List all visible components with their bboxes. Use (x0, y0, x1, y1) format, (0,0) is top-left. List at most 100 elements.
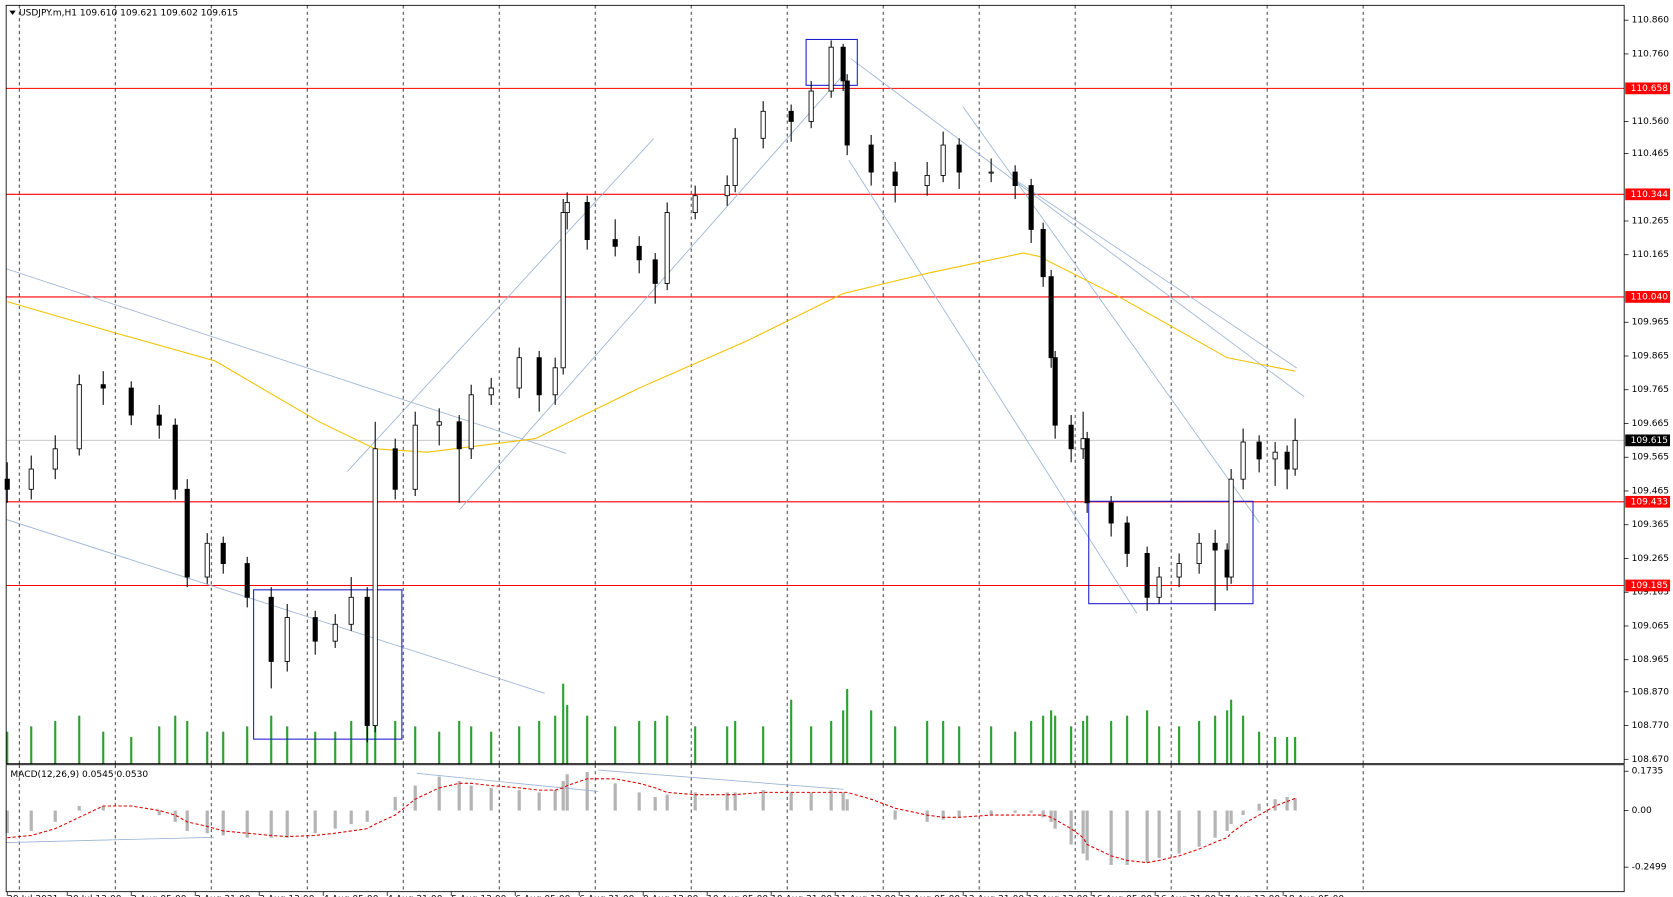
y-tick-label: 109.065 (1632, 621, 1669, 631)
candle-body (268, 596, 274, 662)
symbol-header: USDJPY.m,H1 109.610 109.621 109.602 109.… (19, 8, 238, 18)
volume-bar (958, 726, 961, 764)
macd-bar (1213, 810, 1217, 838)
volume-bar (654, 721, 657, 764)
macd-bar (665, 794, 669, 811)
volume-bar (350, 721, 353, 764)
volume-bar (586, 715, 589, 764)
macd-label: MACD(12,26,9) 0.0545 0.0530 (10, 770, 148, 780)
volume-bar (638, 721, 641, 764)
macd-bar (365, 810, 369, 822)
macd-bar (637, 792, 641, 811)
macd-bar (1145, 810, 1149, 863)
level-tag (1625, 291, 1671, 303)
macd-bar (809, 792, 813, 811)
volume-bar (30, 726, 33, 764)
macd-y-tick-label: -0.2499 (1632, 863, 1667, 873)
macd-bar (77, 805, 81, 811)
menu-arrow[interactable] (9, 10, 16, 15)
macd-bar (245, 810, 249, 838)
macd-bar (893, 810, 897, 820)
macd-bar (1085, 810, 1089, 861)
candle-body (844, 80, 850, 146)
y-tick-label: 110.860 (1632, 16, 1670, 26)
volume-bar (870, 710, 873, 764)
y-tick-label: 109.665 (1632, 419, 1669, 429)
macd-bar (1229, 810, 1233, 825)
trend-line (347, 138, 654, 472)
candle-body (1284, 451, 1290, 470)
volume-bar (470, 726, 473, 764)
macd-bar (1041, 810, 1045, 818)
candle-body (392, 448, 398, 490)
x-tick-label: 17 Aug 13:00 (1219, 895, 1280, 897)
trend-line (459, 74, 844, 511)
macd-y-tick-label: 0.1735 (1632, 767, 1664, 777)
x-tick-label: 6 Aug 05:00 (515, 895, 570, 897)
macd-bar (1157, 810, 1161, 859)
x-tick-label: 6 Aug 21:00 (579, 895, 634, 897)
candle-body (840, 46, 846, 82)
y-tick-label: 110.165 (1632, 250, 1669, 260)
macd-bar (693, 792, 697, 811)
range-box (253, 589, 403, 740)
volume-bar (458, 721, 461, 764)
y-tick-label: 109.565 (1632, 453, 1669, 463)
candle-body (1012, 171, 1018, 186)
y-tick-label: 109.765 (1632, 385, 1669, 395)
volume-bar (186, 721, 189, 764)
volume-bar (130, 737, 133, 764)
candle-body (284, 617, 290, 662)
y-tick-label: 108.670 (1632, 755, 1670, 765)
y-tick-label: 110.265 (1632, 216, 1669, 226)
macd-bar (285, 810, 289, 838)
candle-body (172, 424, 178, 490)
candle-body (1240, 441, 1246, 480)
candle-body (1256, 441, 1262, 460)
y-tick-label: 109.865 (1632, 351, 1669, 361)
candle-body (468, 394, 474, 450)
candle-body (940, 144, 946, 176)
level-label: 109.185 (1631, 581, 1668, 591)
volume-bar (1198, 721, 1201, 764)
candle-body (636, 245, 642, 261)
candle-body (1292, 439, 1298, 470)
y-tick-label: 109.165 (1632, 588, 1669, 598)
candle-body (348, 596, 354, 625)
trend-line (962, 106, 1260, 523)
y-tick-label: 109.965 (1632, 318, 1669, 328)
macd-bar (157, 810, 161, 816)
y-tick-label: 108.770 (1632, 721, 1670, 731)
x-tick-label: 12 Aug 21:00 (963, 895, 1024, 897)
x-tick-label: 13 Aug 13:00 (1027, 895, 1088, 897)
volume-bar (1178, 726, 1181, 764)
macd-bar (457, 781, 461, 811)
volume-bar (1110, 721, 1113, 764)
candle-body (28, 468, 34, 490)
x-tick-label: 18 Aug 05:00 (1283, 895, 1344, 897)
macd-bar (1125, 810, 1129, 865)
candle-body (456, 421, 462, 450)
level-label: 110.658 (1631, 84, 1669, 94)
candle-body (828, 46, 834, 92)
macd-bar (269, 810, 273, 838)
volume-bar (1286, 737, 1289, 764)
macd-bar (29, 810, 33, 831)
candle-body (536, 357, 542, 396)
candle-body (612, 239, 618, 247)
candle-body (1108, 502, 1114, 524)
candle-body (552, 367, 558, 396)
macd-bar (413, 785, 417, 811)
candle-body (924, 175, 930, 186)
volume-bar (414, 726, 417, 764)
moving-average (7, 252, 1296, 453)
candle-body (100, 384, 106, 389)
volume-bar (1054, 715, 1057, 764)
macd-bar (925, 810, 929, 822)
volume-bar (842, 710, 845, 764)
candle-body (692, 195, 698, 213)
volume-bar (830, 721, 833, 764)
x-tick-label: 16 Aug 05:00 (1091, 895, 1152, 897)
volume-bar (1226, 710, 1229, 764)
